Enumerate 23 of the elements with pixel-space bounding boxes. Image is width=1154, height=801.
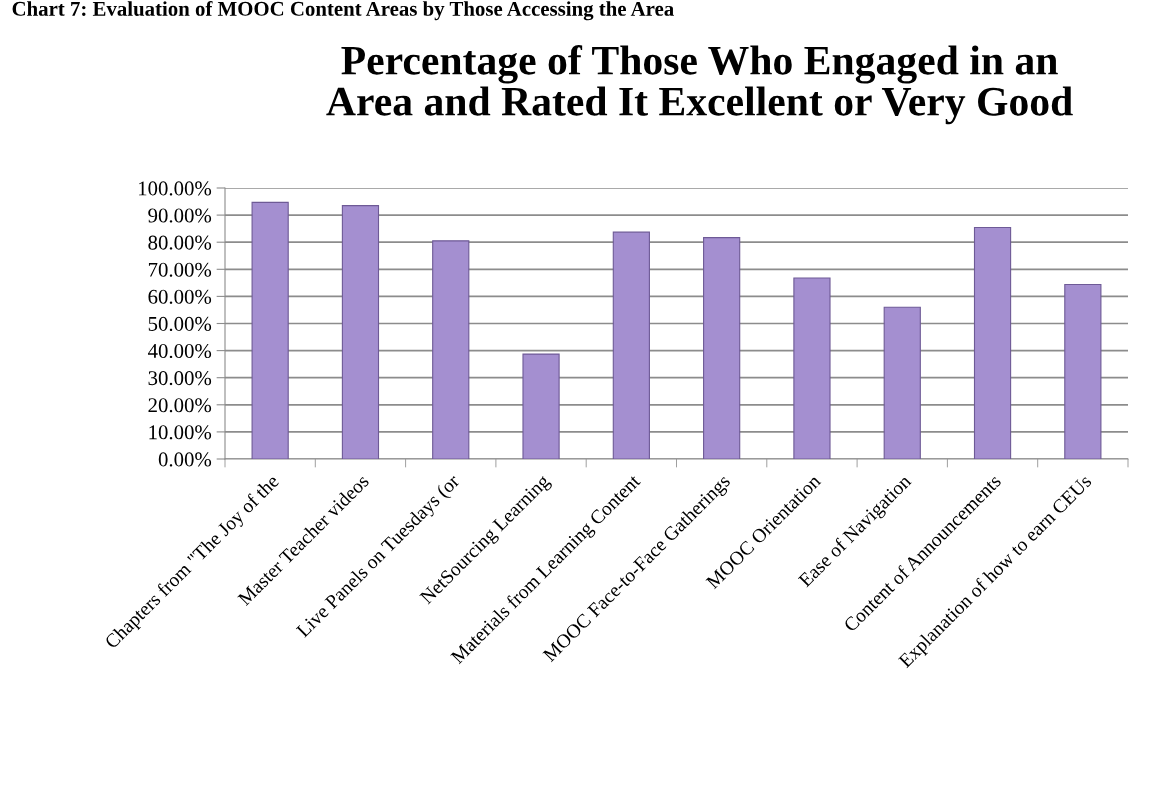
caption: Chart 7: Evaluation of MOOC Content Areas by Those Accessing the Area [12, 1, 674, 21]
y-tick-label: 20.00% [148, 398, 212, 413]
bar [793, 277, 831, 459]
y-tick-label: 60.00% [148, 289, 212, 304]
bar [612, 231, 650, 459]
bar [703, 237, 741, 459]
chart-title: Percentage of Those Who Engaged in an Area and Rated It Excellent or Very Good [326, 45, 1073, 125]
y-tick-label: 80.00% [148, 235, 212, 250]
y-tick-label: 0.00% [158, 452, 212, 467]
y-tick-label: 30.00% [148, 371, 212, 386]
bar [341, 205, 380, 459]
y-tick-label: 50.00% [148, 316, 212, 332]
y-tick-label: 70.00% [148, 262, 212, 277]
bar [432, 240, 470, 459]
bar [883, 306, 921, 459]
y-tick-label: 90.00% [148, 208, 212, 223]
bar [522, 353, 560, 459]
y-tick-label: 100.00% [138, 181, 212, 196]
y-tick-label: 40.00% [147, 343, 212, 359]
bar [973, 227, 1012, 459]
bar [251, 201, 289, 459]
bar [1064, 283, 1102, 459]
y-tick-label: 10.00% [149, 425, 212, 440]
